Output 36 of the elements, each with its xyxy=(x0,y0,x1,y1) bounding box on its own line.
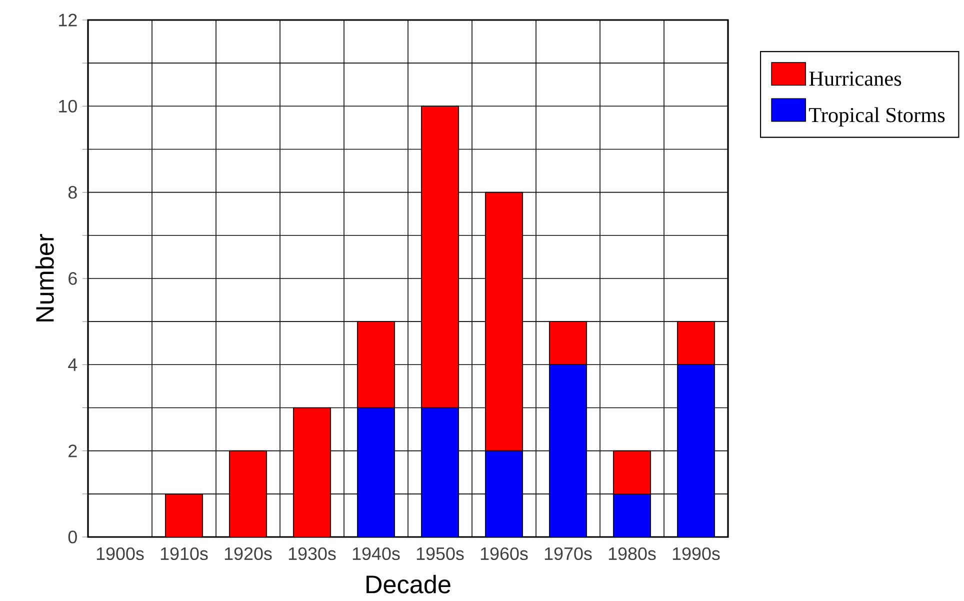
y-tick-label: 12 xyxy=(59,14,77,26)
x-tick-label: 1940s xyxy=(352,547,400,560)
bar xyxy=(549,321,587,366)
bar xyxy=(421,106,459,408)
x-tick-label: 1920s xyxy=(224,547,272,560)
y-tick-label: 6 xyxy=(68,272,77,285)
legend-label: Tropical Storms xyxy=(809,107,945,127)
y-tick-label: 4 xyxy=(68,358,78,371)
legend-label: Hurricanes xyxy=(809,72,902,86)
bar xyxy=(485,192,523,452)
bar xyxy=(613,450,651,494)
x-tick-label: 1980s xyxy=(608,547,656,560)
bar xyxy=(677,364,715,537)
bar xyxy=(549,364,587,537)
x-tick-label: 1990s xyxy=(672,547,720,560)
bar xyxy=(229,450,267,537)
bar xyxy=(357,321,395,408)
bar xyxy=(165,494,203,537)
y-tick-label: 8 xyxy=(68,186,77,199)
x-tick-label: 1960s xyxy=(480,547,528,560)
x-axis-title: Decade xyxy=(366,574,450,594)
bar xyxy=(293,407,331,537)
x-tick-label: 1970s xyxy=(544,547,592,560)
bar xyxy=(357,407,395,537)
x-tick-label: 1910s xyxy=(160,547,208,560)
x-tick-label: 1930s xyxy=(288,547,336,560)
y-tick-label: 10 xyxy=(59,100,77,112)
x-tick-label: 1950s xyxy=(416,547,464,560)
bar xyxy=(421,407,459,537)
bar xyxy=(677,321,715,366)
bar xyxy=(613,494,651,537)
y-tick-label: 0 xyxy=(68,530,77,544)
y-tick-label: 2 xyxy=(68,444,77,458)
y-axis-title: Number xyxy=(35,234,54,322)
bar xyxy=(485,450,523,537)
x-tick-label: 1900s xyxy=(96,547,144,560)
